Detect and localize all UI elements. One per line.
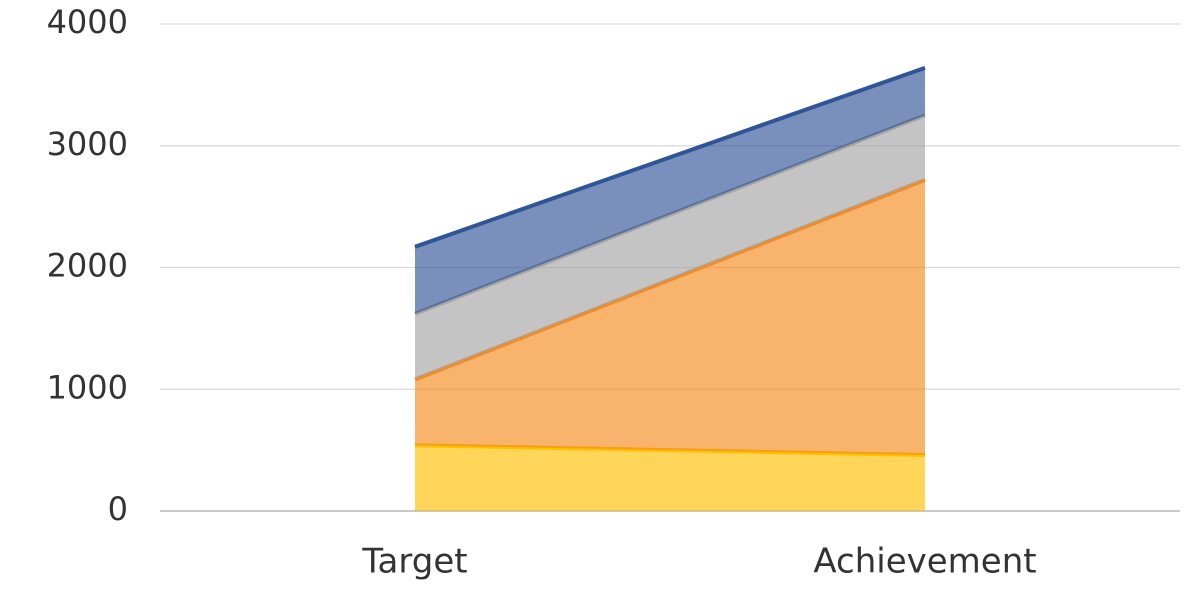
y-tick-label: 0 [108, 490, 128, 528]
y-tick-label: 2000 [47, 247, 128, 285]
area [415, 115, 925, 380]
area-line [414, 65, 926, 249]
area [415, 67, 925, 314]
x-tick-label: Target [361, 542, 467, 582]
area [415, 445, 925, 511]
x-tick-label: Achievement [813, 542, 1036, 582]
y-tick-label: 1000 [47, 368, 128, 406]
y-tick-label: 4000 [47, 3, 128, 41]
area [415, 179, 925, 455]
y-tick-label: 3000 [47, 125, 128, 163]
